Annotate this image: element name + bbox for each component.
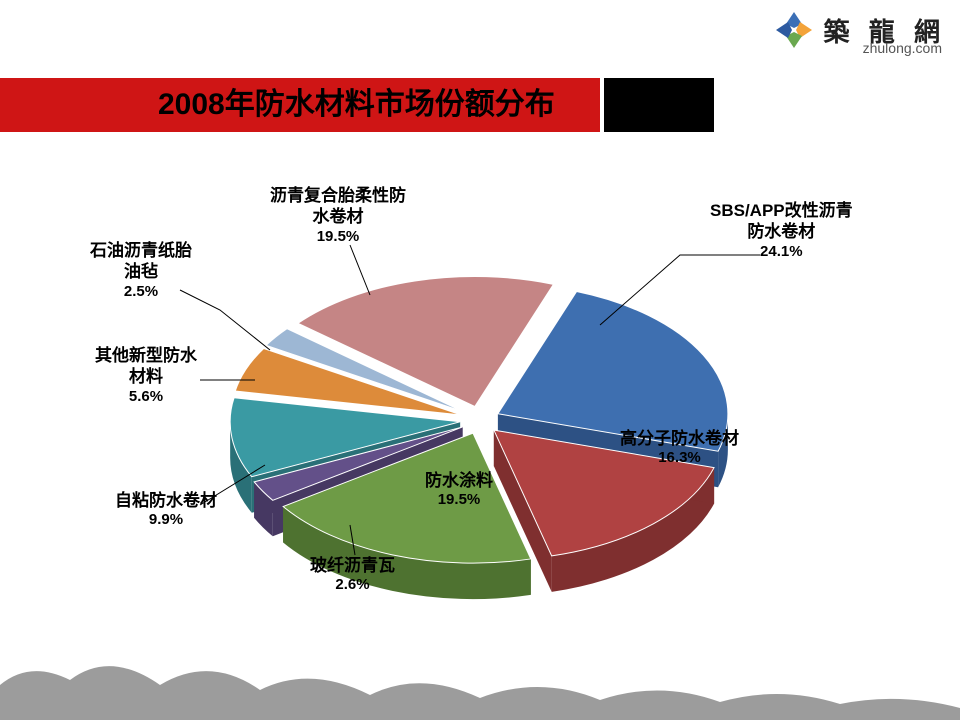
title-black-block — [604, 78, 714, 132]
pie-label: 其他新型防水材料5.6% — [95, 345, 197, 406]
pie-label: 沥青复合胎柔性防水卷材19.5% — [270, 185, 406, 246]
leader-line — [180, 290, 270, 350]
pie-label: 玻纤沥青瓦2.6% — [310, 555, 395, 595]
title-bar: 2008年防水材料市场份额分布 — [0, 78, 960, 132]
page-title: 2008年防水材料市场份额分布 — [158, 78, 555, 132]
pie-chart: SBS/APP改性沥青防水卷材24.1% 高分子防水卷材16.3% 防水涂料19.5… — [60, 160, 900, 620]
leader-line — [350, 245, 370, 295]
pie-label: 高分子防水卷材16.3% — [620, 428, 739, 468]
slide: 築 龍 網 zhulong.com 2008年防水材料市场份额分布 SBS/AP… — [0, 0, 960, 720]
mountain-silhouette — [0, 630, 960, 720]
logo-icon — [772, 8, 816, 52]
logo-subtitle: zhulong.com — [863, 40, 942, 56]
pie-label: 自粘防水卷材9.9% — [115, 490, 217, 530]
pie-label: 防水涂料19.5% — [425, 470, 493, 510]
pie-label: SBS/APP改性沥青防水卷材24.1% — [710, 200, 853, 261]
pie-label: 石油沥青纸胎油毡2.5% — [90, 240, 192, 301]
